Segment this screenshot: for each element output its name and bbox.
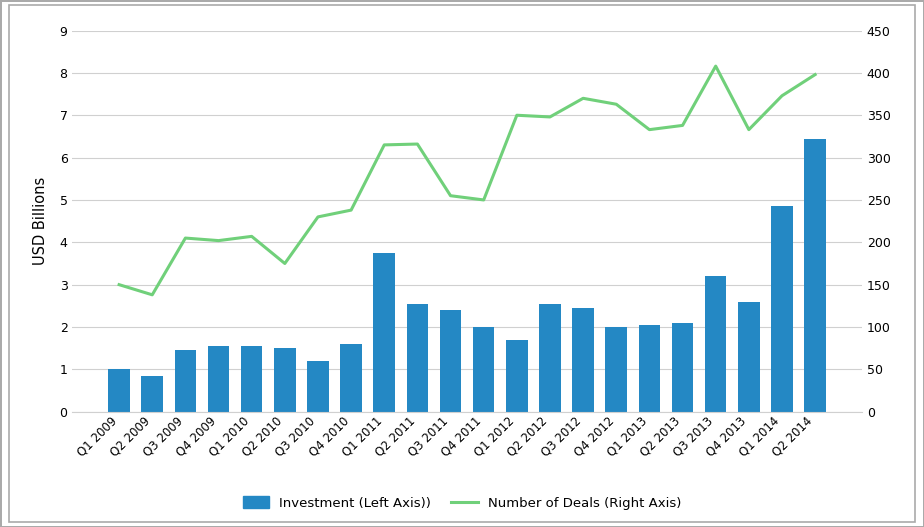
Number of Deals (Right Axis) bbox=[279, 260, 290, 267]
Bar bbox=[572, 308, 594, 412]
Number of Deals (Right Axis) bbox=[346, 207, 357, 213]
Number of Deals (Right Axis) bbox=[644, 126, 655, 133]
Bar bbox=[373, 253, 395, 412]
Bar bbox=[473, 327, 494, 412]
Number of Deals (Right Axis) bbox=[147, 291, 158, 298]
Number of Deals (Right Axis) bbox=[114, 281, 125, 288]
Bar bbox=[208, 346, 229, 412]
Bar bbox=[340, 344, 362, 412]
Number of Deals (Right Axis) bbox=[776, 93, 787, 99]
Bar bbox=[705, 276, 726, 412]
Bar bbox=[540, 304, 561, 412]
Number of Deals (Right Axis) bbox=[246, 233, 257, 240]
Bar bbox=[307, 361, 329, 412]
Number of Deals (Right Axis) bbox=[743, 126, 754, 133]
Number of Deals (Right Axis) bbox=[544, 114, 555, 120]
Number of Deals (Right Axis) bbox=[445, 192, 456, 199]
Legend: Investment (Left Axis)), Number of Deals (Right Axis): Investment (Left Axis)), Number of Deals… bbox=[237, 491, 687, 515]
Bar bbox=[638, 325, 660, 412]
Bar bbox=[672, 323, 693, 412]
Bar bbox=[241, 346, 262, 412]
Bar bbox=[605, 327, 627, 412]
Number of Deals (Right Axis) bbox=[809, 72, 821, 78]
Bar bbox=[506, 340, 528, 412]
Bar bbox=[772, 206, 793, 412]
Bar bbox=[440, 310, 461, 412]
Number of Deals (Right Axis) bbox=[677, 122, 688, 129]
Number of Deals (Right Axis) bbox=[180, 235, 191, 241]
Number of Deals (Right Axis) bbox=[478, 197, 489, 203]
Number of Deals (Right Axis) bbox=[511, 112, 522, 119]
Line: Number of Deals (Right Axis): Number of Deals (Right Axis) bbox=[119, 66, 815, 295]
Bar bbox=[274, 348, 296, 412]
Number of Deals (Right Axis) bbox=[312, 214, 323, 220]
Number of Deals (Right Axis) bbox=[379, 142, 390, 148]
Bar bbox=[738, 301, 760, 412]
Bar bbox=[141, 376, 163, 412]
Bar bbox=[108, 369, 130, 412]
Number of Deals (Right Axis) bbox=[611, 101, 622, 108]
Number of Deals (Right Axis) bbox=[412, 141, 423, 147]
Number of Deals (Right Axis) bbox=[578, 95, 589, 102]
Bar bbox=[805, 139, 826, 412]
Number of Deals (Right Axis) bbox=[711, 63, 722, 69]
Number of Deals (Right Axis) bbox=[213, 238, 225, 244]
Y-axis label: USD Billions: USD Billions bbox=[33, 177, 48, 265]
Bar bbox=[407, 304, 428, 412]
Bar bbox=[175, 350, 196, 412]
